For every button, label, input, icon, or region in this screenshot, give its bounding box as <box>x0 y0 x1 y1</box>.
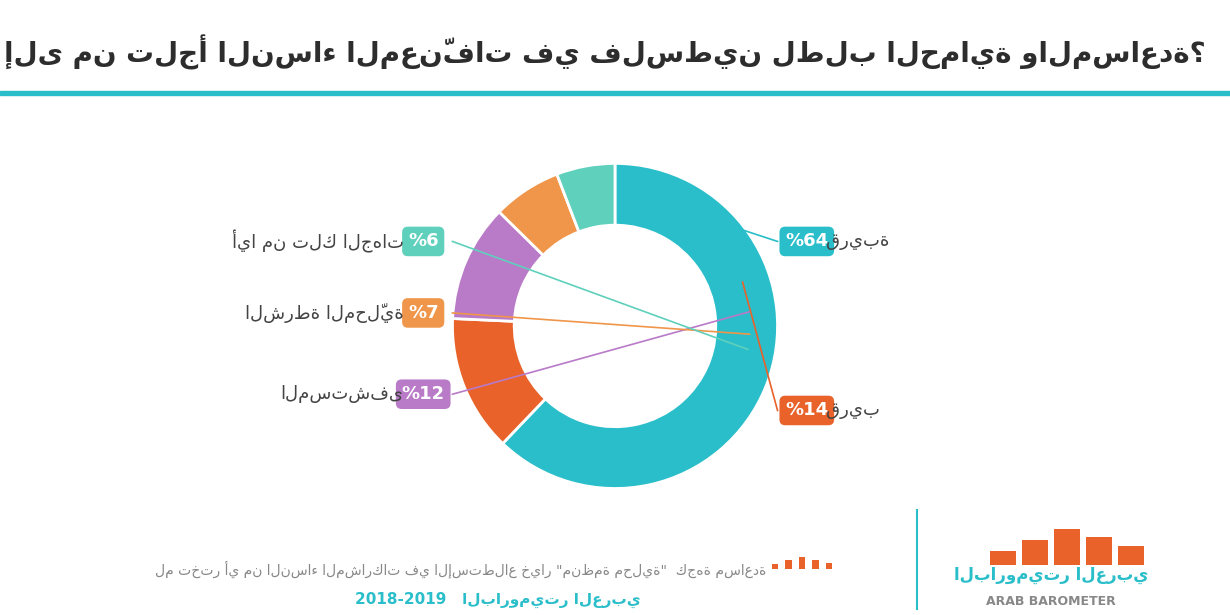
Text: %14: %14 <box>785 402 828 419</box>
Bar <box>1086 538 1112 565</box>
Bar <box>772 564 779 568</box>
Wedge shape <box>557 164 615 232</box>
Wedge shape <box>453 212 544 322</box>
Bar <box>825 563 831 568</box>
Wedge shape <box>503 164 777 488</box>
Text: الباروميتر العربي: الباروميتر العربي <box>953 566 1148 584</box>
Text: 2018-2019   الباروميتر العربي: 2018-2019 الباروميتر العربي <box>355 592 641 608</box>
Bar <box>798 557 806 568</box>
Text: لم تختر أي من النساء المشاركات في الإستطلاع خيار "منظمة محلية"  كجهة مساعدة: لم تختر أي من النساء المشاركات في الإستط… <box>155 560 766 578</box>
Wedge shape <box>453 319 545 443</box>
Text: قريبة: قريبة <box>827 232 889 250</box>
Text: قريب: قريب <box>827 402 881 419</box>
Bar <box>1054 530 1080 565</box>
Bar <box>1118 546 1144 565</box>
Text: ARAB BAROMETER: ARAB BAROMETER <box>986 595 1116 608</box>
Wedge shape <box>499 174 579 255</box>
Text: %6: %6 <box>408 232 439 250</box>
Text: الشرطة المحلّية: الشرطة المحلّية <box>245 303 403 323</box>
Text: أيا من تلك الجهات: أيا من تلك الجهات <box>231 230 403 253</box>
Text: %64: %64 <box>785 232 828 250</box>
Text: المستشفى: المستشفى <box>280 385 403 403</box>
Text: %12: %12 <box>402 385 445 403</box>
Bar <box>812 560 819 568</box>
Bar <box>786 560 792 568</box>
Bar <box>1022 540 1048 565</box>
Bar <box>990 551 1016 565</box>
Text: %7: %7 <box>408 304 439 322</box>
Text: إلى من تلجأ النساء المعنّفات في فلسطين لطلب الحماية والمساعدة؟: إلى من تلجأ النساء المعنّفات في فلسطين ل… <box>4 34 1205 70</box>
